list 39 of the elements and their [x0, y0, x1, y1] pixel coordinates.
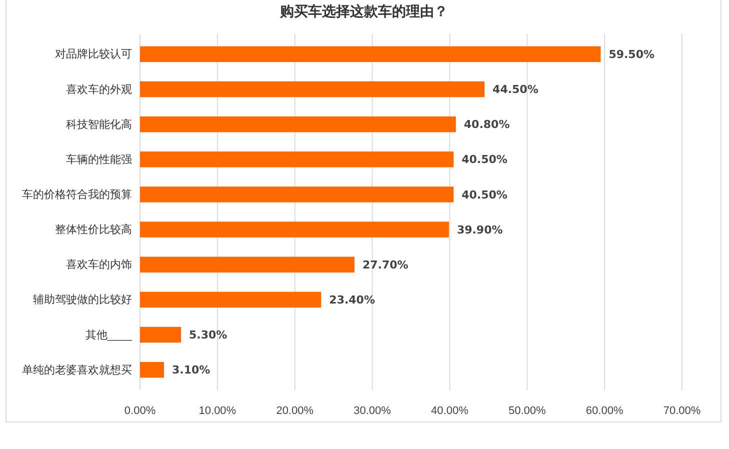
- data-label: 39.90%: [456, 223, 503, 236]
- data-label: 40.80%: [464, 118, 510, 132]
- data-label: 3.10%: [172, 364, 210, 377]
- bar: [140, 81, 485, 98]
- y-tick-label: 车的价格符合我的预算: [22, 188, 132, 201]
- x-tick-label: 20.00%: [276, 404, 314, 417]
- data-label: 23.40%: [329, 294, 376, 307]
- bar: [140, 362, 164, 378]
- bar: [140, 222, 449, 238]
- data-label: 27.70%: [362, 258, 408, 272]
- x-tick-label: 30.00%: [354, 404, 392, 417]
- y-tick-label: 其他____: [86, 328, 133, 342]
- y-tick-label: 辅助驾驶做的比较好: [33, 293, 132, 306]
- data-label: 59.50%: [608, 48, 655, 62]
- data-label: 5.30%: [189, 328, 228, 342]
- x-tick-label: 10.00%: [198, 404, 236, 417]
- x-tick-label: 0.00%: [124, 404, 156, 417]
- y-tick-label: 对品牌比较认可: [55, 48, 132, 61]
- x-tick-label: 70.00%: [663, 404, 701, 417]
- data-label: 44.50%: [492, 83, 538, 96]
- y-tick-label: 整体性价比较高: [55, 223, 132, 236]
- bar: [140, 256, 354, 272]
- y-tick-label: 喜欢车的内饰: [66, 258, 132, 272]
- data-label: 40.50%: [462, 188, 508, 202]
- bar: [140, 186, 454, 202]
- bar: [140, 46, 601, 62]
- x-tick-label: 40.00%: [431, 404, 469, 417]
- bar: [140, 326, 182, 343]
- chart-title: 购买车选择这款车的理由？: [279, 3, 448, 20]
- bar: [140, 152, 454, 168]
- bar: [140, 292, 322, 308]
- y-tick-label: 单纯的老婆喜欢就想买: [22, 363, 132, 376]
- y-tick-label: 喜欢车的外观: [66, 82, 132, 96]
- bar: [140, 116, 456, 132]
- x-tick-label: 60.00%: [586, 404, 624, 417]
- data-label: 40.50%: [462, 153, 508, 166]
- y-tick-label: 科技智能化高: [66, 118, 132, 131]
- x-tick-label: 50.00%: [508, 404, 546, 417]
- y-tick-label: 车辆的性能强: [66, 152, 132, 166]
